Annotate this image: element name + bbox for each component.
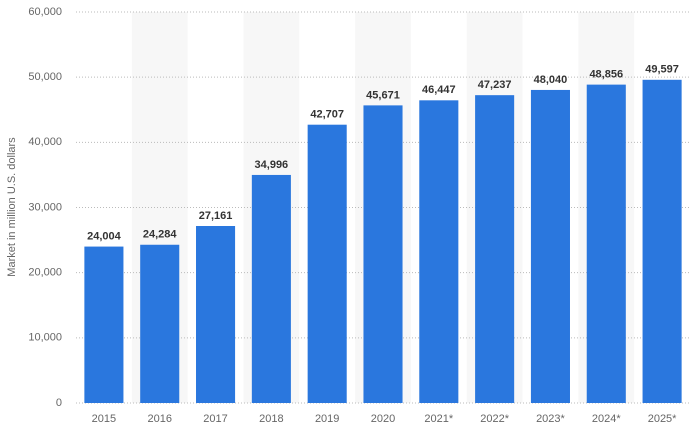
y-tick-label: 60,000 — [28, 6, 62, 18]
bar — [419, 100, 459, 404]
y-tick-label: 0 — [56, 397, 62, 409]
x-tick-label: 2019 — [315, 413, 339, 425]
y-tick-label: 20,000 — [28, 267, 62, 279]
value-label: 47,237 — [478, 79, 512, 91]
bar — [140, 244, 180, 403]
bar — [642, 79, 682, 404]
value-label: 24,004 — [87, 230, 122, 242]
x-tick-label: 2017 — [203, 413, 227, 425]
y-tick-label: 10,000 — [28, 332, 62, 344]
value-label: 24,284 — [143, 229, 178, 241]
value-label: 49,597 — [645, 64, 679, 76]
y-tick-label: 30,000 — [28, 201, 62, 213]
x-tick-label: 2021* — [424, 413, 453, 425]
bar — [196, 226, 236, 403]
x-tick-label: 2018 — [259, 413, 283, 425]
x-tick-label: 2023* — [536, 413, 565, 425]
bar — [475, 95, 515, 404]
x-tick-label: 2024* — [592, 413, 621, 425]
bar — [84, 246, 124, 403]
bar — [530, 89, 570, 403]
value-label: 34,996 — [255, 159, 289, 171]
bar — [586, 84, 626, 403]
bar — [307, 124, 347, 403]
value-label: 48,040 — [534, 74, 568, 86]
x-tick-label: 2022* — [480, 413, 509, 425]
x-tick-label: 2025* — [648, 413, 677, 425]
value-label: 45,671 — [366, 89, 400, 101]
value-label: 48,856 — [589, 69, 623, 81]
x-tick-label: 2020 — [371, 413, 395, 425]
x-tick-label: 2016 — [147, 413, 171, 425]
value-label: 42,707 — [310, 109, 344, 121]
value-label: 46,447 — [422, 84, 456, 96]
value-label: 27,161 — [199, 210, 233, 222]
y-tick-label: 50,000 — [28, 71, 62, 83]
bar — [363, 105, 403, 403]
bar — [251, 174, 291, 403]
y-tick-label: 40,000 — [28, 136, 62, 148]
y-axis-label: Market in million U.S. dollars — [6, 137, 18, 277]
x-tick-label: 2015 — [92, 413, 116, 425]
